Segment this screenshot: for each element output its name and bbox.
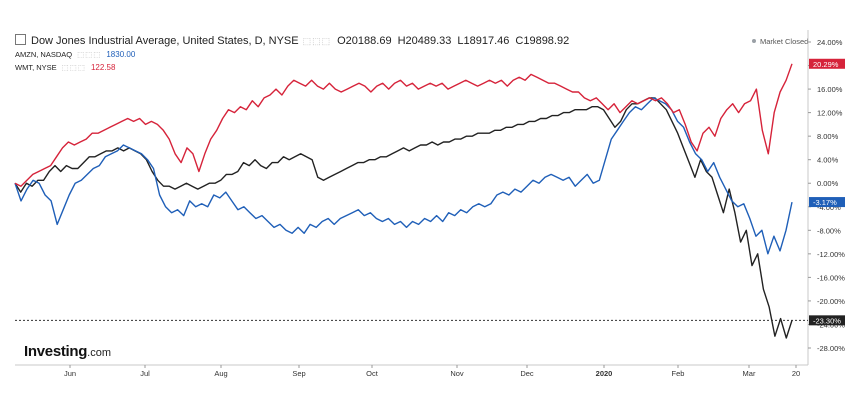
market-status-text: Market Closed bbox=[760, 37, 809, 46]
y-tick-label: 8.00% bbox=[817, 132, 839, 141]
y-tick-label: -12.00% bbox=[817, 250, 845, 259]
brand-suffix: .com bbox=[87, 347, 111, 359]
last-value-badge bbox=[809, 58, 845, 69]
x-tick-label: Dec bbox=[520, 369, 534, 378]
y-tick-label: 24.00% bbox=[817, 38, 843, 47]
x-tick-label: 2020 bbox=[596, 369, 613, 378]
high-value: H20489.33 bbox=[397, 35, 452, 47]
instrument-title: Dow Jones Industrial Average, United Sta… bbox=[31, 35, 299, 47]
y-tick-label: 4.00% bbox=[817, 156, 839, 165]
y-tick-label: 0.00% bbox=[817, 179, 839, 188]
x-tick-label: Nov bbox=[450, 369, 464, 378]
y-tick-label: -8.00% bbox=[817, 226, 841, 235]
x-tick-label: Sep bbox=[292, 369, 305, 378]
close-value: C19898.92 bbox=[515, 35, 570, 47]
compare-label-wmt: WMT, NYSE bbox=[15, 63, 57, 72]
x-tick-label: 20 bbox=[792, 369, 800, 378]
brand-name: Investing bbox=[24, 343, 88, 360]
y-tick-label: -28.00% bbox=[817, 344, 845, 353]
series-line-dji bbox=[14, 97, 793, 339]
y-tick-label: -16.00% bbox=[817, 273, 845, 282]
chart-last-value-labels: -23.30% -3.17% 20.29% bbox=[809, 58, 845, 326]
last-value-text: -23.30% bbox=[813, 316, 841, 325]
x-tick-label: Jun bbox=[64, 369, 76, 378]
series-line-amzn bbox=[14, 97, 793, 255]
compare-value-wmt: 122.58 bbox=[90, 63, 116, 72]
y-tick-label: 16.00% bbox=[817, 85, 843, 94]
status-dot-icon bbox=[752, 39, 756, 43]
last-value-badge bbox=[809, 197, 845, 208]
last-value-badge bbox=[809, 315, 845, 326]
indicator-settings-icon[interactable]: ⬚⬚⬚ bbox=[302, 36, 332, 46]
last-value-text: -3.17% bbox=[813, 198, 837, 207]
compare-row-wmt: WMT, NYSE ⬚⬚⬚ 122.58 bbox=[15, 63, 115, 72]
chart-series bbox=[14, 63, 808, 339]
chart-header: Dow Jones Industrial Average, United Sta… bbox=[15, 34, 575, 47]
last-value-text: 20.29% bbox=[813, 60, 839, 69]
compare-settings-icon[interactable]: ⬚⬚⬚ bbox=[61, 63, 86, 72]
chart-axes: 24.00%20.00%16.00%12.00%8.00%4.00%0.00%-… bbox=[15, 30, 845, 378]
compare-settings-icon[interactable]: ⬚⬚⬚ bbox=[77, 50, 102, 59]
y-tick-label: -4.00% bbox=[817, 203, 841, 212]
low-value: L18917.46 bbox=[457, 35, 510, 47]
x-tick-label: Aug bbox=[214, 369, 227, 378]
compare-label-amzn: AMZN, NASDAQ bbox=[15, 50, 73, 59]
x-tick-label: Oct bbox=[366, 369, 379, 378]
open-value: O20188.69 bbox=[337, 35, 392, 47]
brand-logo: Investing.com bbox=[24, 343, 111, 360]
x-tick-label: Jul bbox=[140, 369, 150, 378]
collapse-icon[interactable] bbox=[15, 34, 26, 45]
series-line-wmt bbox=[14, 63, 793, 187]
x-tick-label: Feb bbox=[672, 369, 685, 378]
y-tick-label: -20.00% bbox=[817, 297, 845, 306]
x-tick-label: Mar bbox=[743, 369, 756, 378]
compare-value-amzn: 1830.00 bbox=[106, 50, 136, 59]
y-tick-label: 12.00% bbox=[817, 109, 843, 118]
market-status: Market Closed bbox=[752, 37, 808, 46]
compare-row-amzn: AMZN, NASDAQ ⬚⬚⬚ 1830.00 bbox=[15, 50, 135, 59]
